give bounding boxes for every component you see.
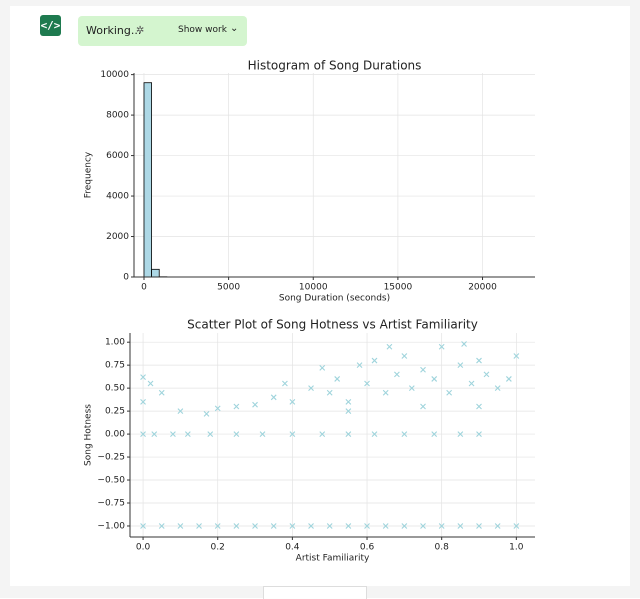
x-tick-label: 1.0 xyxy=(509,543,524,553)
y-tick-label: 0 xyxy=(123,273,129,283)
y-tick-label: −0.75 xyxy=(97,499,125,509)
chart-title: Histogram of Song Durations xyxy=(248,59,422,73)
x-tick-label: 0.2 xyxy=(211,543,225,553)
x-tick-label: 15000 xyxy=(384,283,413,293)
x-tick-label: 10000 xyxy=(299,283,328,293)
x-axis-label: Artist Familiarity xyxy=(296,554,370,564)
y-tick-label: 2000 xyxy=(106,232,129,242)
bar xyxy=(152,269,160,277)
x-tick-label: 0 xyxy=(141,283,147,293)
y-tick-label: 10000 xyxy=(100,70,129,80)
x-tick-label: 0.8 xyxy=(435,543,450,553)
x-axis-label: Song Duration (seconds) xyxy=(279,294,390,304)
y-tick-label: 8000 xyxy=(106,111,129,121)
y-tick-label: −0.50 xyxy=(97,476,125,486)
y-tick-label: 6000 xyxy=(106,151,129,161)
y-tick-label: −1.00 xyxy=(97,521,125,531)
x-tick-label: 0.0 xyxy=(136,543,151,553)
bar xyxy=(144,83,152,277)
x-tick-label: 20000 xyxy=(468,283,497,293)
y-tick-label: 0.00 xyxy=(105,430,125,440)
chart-title: Scatter Plot of Song Hotness vs Artist F… xyxy=(187,318,478,332)
y-tick-label: −0.25 xyxy=(97,453,125,463)
y-tick-label: 1.00 xyxy=(105,338,125,348)
x-tick-label: 5000 xyxy=(217,283,240,293)
y-tick-label: 4000 xyxy=(106,192,129,202)
y-tick-label: 0.50 xyxy=(105,384,125,394)
y-axis-label: Song Hotness xyxy=(84,404,94,466)
y-tick-label: 0.25 xyxy=(105,407,125,417)
y-axis-label: Frequency xyxy=(84,151,94,198)
x-tick-label: 0.4 xyxy=(285,543,300,553)
y-tick-label: 0.75 xyxy=(105,361,125,371)
x-tick-label: 0.6 xyxy=(360,543,375,553)
